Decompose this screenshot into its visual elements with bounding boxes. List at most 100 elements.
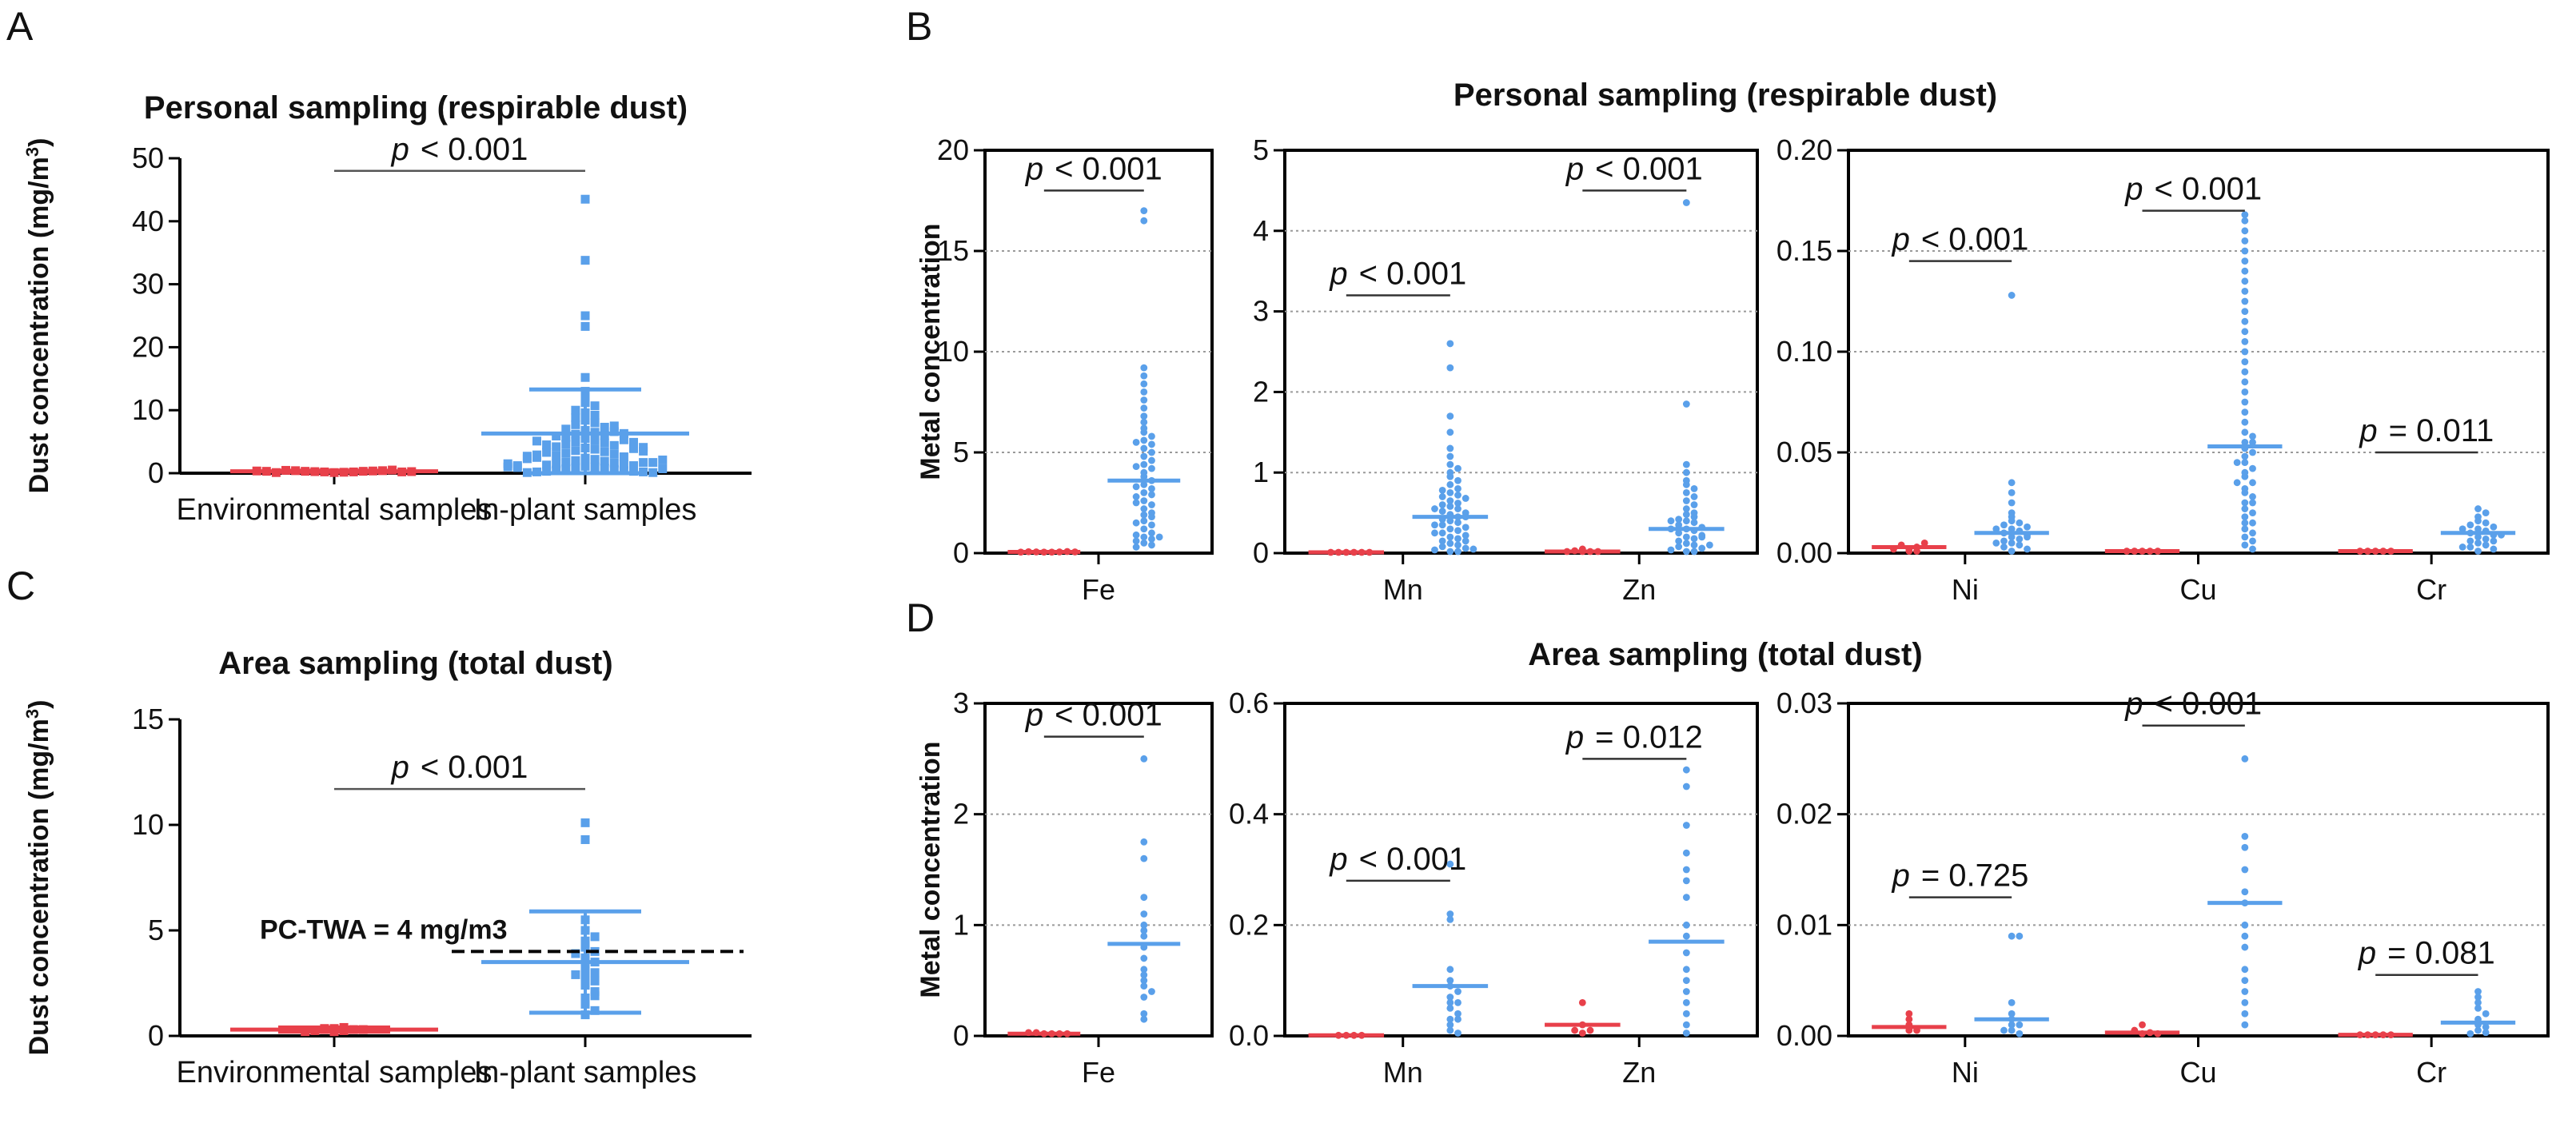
subplot: 0 1 2 3 Fe p < 0.001 xyxy=(953,687,1214,1089)
data-point xyxy=(2000,537,2008,545)
data-point xyxy=(1438,501,1446,508)
data-point xyxy=(1446,910,1454,918)
data-point xyxy=(590,976,600,986)
data-point xyxy=(2241,932,2249,940)
data-point xyxy=(2241,308,2249,315)
y-tick-label: 0.20 xyxy=(1776,133,1832,166)
data-point xyxy=(1132,519,1140,527)
p-value: < 0.001 xyxy=(2155,687,2263,722)
y-tick-label: 5 xyxy=(148,914,164,946)
data-point xyxy=(1148,513,1155,521)
data-point xyxy=(1454,527,1461,535)
data-point xyxy=(1675,529,1683,537)
p-value-label: p < 0.001 xyxy=(2124,172,2262,207)
data-point xyxy=(1140,894,1148,902)
y-tick-label: 0.03 xyxy=(1776,687,1832,719)
data-point xyxy=(552,459,561,468)
panel-c: C Area sampling (total dust) 0 5 10 15 Dust co… xyxy=(6,564,752,1089)
data-point xyxy=(1690,493,1698,500)
p-symbol: p xyxy=(1329,256,1347,291)
subplot: 0.0 0.2 0.4 0.6 Mn Zn p < 0.001 p = 0.012 xyxy=(1229,687,1759,1089)
data-point xyxy=(2241,988,2249,995)
data-point xyxy=(561,457,571,467)
data-point xyxy=(2241,833,2249,840)
data-point xyxy=(619,452,628,462)
y-tick-label: 5 xyxy=(1253,133,1269,166)
data-point xyxy=(1461,544,1469,552)
data-point xyxy=(2474,525,2482,533)
y-tick-label: 0 xyxy=(1253,536,1269,569)
data-point xyxy=(590,932,600,942)
chart-title: Personal sampling (respirable dust) xyxy=(144,90,688,125)
y-axis-label: Metal concentration xyxy=(915,741,946,998)
y-tick-label: 1 xyxy=(1253,456,1269,488)
data-point xyxy=(1667,517,1675,525)
data-point xyxy=(561,464,571,473)
p-value: < 0.001 xyxy=(421,132,528,167)
y-tick-label: 0.4 xyxy=(1229,798,1269,830)
data-point xyxy=(2474,533,2482,541)
y-tick-label: 40 xyxy=(132,205,164,237)
p-value-label: p < 0.001 xyxy=(1329,256,1466,291)
data-point xyxy=(580,818,590,827)
data-point xyxy=(580,372,590,382)
p-symbol: p xyxy=(2358,936,2376,971)
data-point xyxy=(1132,499,1140,507)
p-value-label: p < 0.001 xyxy=(391,132,528,167)
data-point xyxy=(1905,1010,1913,1018)
data-point xyxy=(542,440,552,450)
y-tick-label: 0.2 xyxy=(1229,908,1269,941)
data-point xyxy=(1675,537,1683,545)
data-point xyxy=(1446,472,1454,480)
data-point xyxy=(1446,1004,1454,1012)
data-point xyxy=(1140,472,1148,480)
data-point xyxy=(1690,541,1698,549)
data-point xyxy=(1140,436,1148,444)
p-value: = 0.725 xyxy=(1921,858,2029,894)
data-point xyxy=(1690,535,1698,543)
data-point xyxy=(2482,535,2490,543)
data-point xyxy=(2016,932,2024,940)
x-category-label: Mn xyxy=(1383,573,1423,606)
data-point xyxy=(1454,492,1461,499)
data-point xyxy=(629,444,638,453)
data-point xyxy=(609,449,619,459)
data-point xyxy=(2241,977,2249,985)
x-category-label: Cu xyxy=(2179,1056,2216,1089)
data-point xyxy=(2139,1021,2146,1029)
data-point xyxy=(2241,541,2249,549)
data-point xyxy=(512,461,522,471)
data-point xyxy=(2241,999,2249,1006)
data-point xyxy=(1148,440,1155,448)
p-value: = 0.012 xyxy=(1595,719,1703,755)
data-point xyxy=(2241,338,2249,345)
p-value: < 0.001 xyxy=(421,750,528,785)
data-point xyxy=(590,401,600,411)
data-point xyxy=(2008,1010,2016,1018)
data-point xyxy=(571,420,580,429)
data-point xyxy=(580,311,590,321)
data-point xyxy=(1690,519,1698,527)
data-point xyxy=(2241,439,2249,446)
data-point xyxy=(1992,525,2000,533)
data-point xyxy=(2241,755,2249,763)
data-point xyxy=(1461,495,1469,502)
data-point xyxy=(1446,548,1454,556)
data-point xyxy=(1682,894,1690,902)
x-category-label: Cr xyxy=(2416,573,2446,606)
data-point xyxy=(1132,493,1140,500)
data-point xyxy=(1132,439,1140,446)
data-point xyxy=(2241,358,2249,365)
data-point xyxy=(1438,486,1446,494)
data-point xyxy=(619,435,628,444)
data-point xyxy=(609,458,619,468)
y-tick-label: 0.00 xyxy=(1776,536,1832,569)
x-category-label: In-plant samples xyxy=(474,493,697,527)
data-point xyxy=(2008,292,2016,299)
data-point xyxy=(552,442,561,452)
p-symbol: p xyxy=(1025,151,1043,186)
panel-b: B Personal sampling (respirable dust) Meta… xyxy=(906,4,2550,606)
data-point xyxy=(2241,211,2249,219)
data-point xyxy=(1140,480,1148,488)
